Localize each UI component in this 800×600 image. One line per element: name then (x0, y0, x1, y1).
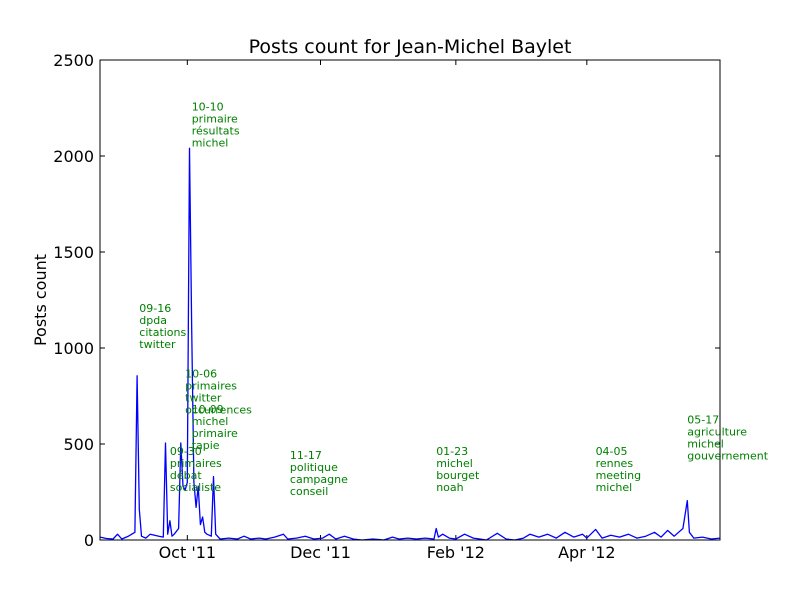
annotation-line: primaires (185, 379, 237, 392)
x-tick-label: Feb '12 (427, 543, 485, 562)
annotation-line: meeting (596, 469, 642, 482)
y-axis-label: Posts count (31, 254, 50, 346)
annotations: 09-16dpdacitationstwitter10-10primaireré… (139, 100, 768, 497)
x-tick-label: Oct '11 (159, 543, 217, 562)
annotation-line: 05-17 (687, 413, 719, 426)
y-tick-label: 0 (84, 531, 94, 550)
annotation-line: politique (290, 461, 338, 474)
y-tick-label: 2500 (53, 51, 94, 70)
annotation-line: débat (170, 469, 202, 482)
x-axis-ticks: Oct '11 Dec '11 Feb '12 Apr '12 (159, 60, 616, 562)
annotation-line: michel (436, 457, 473, 470)
y-axis-ticks: 0 500 1000 1500 2000 2500 (53, 51, 720, 550)
annotation-line: socialiste (170, 481, 221, 494)
annotation-line: noah (436, 481, 463, 494)
y-tick-label: 500 (63, 435, 94, 454)
annotation-line: twitter (139, 338, 176, 351)
annotation-line: michel (192, 136, 229, 149)
annotation-line: 04-05 (596, 445, 628, 458)
plot-frame (99, 59, 721, 541)
x-tick-label: Dec '11 (290, 543, 351, 562)
annotation-line: dpda (139, 314, 167, 327)
annotation-line: bourget (436, 469, 480, 482)
annotation-line: rennes (596, 457, 634, 470)
annotation-line: 10-06 (185, 367, 217, 380)
annotation-line: 09-16 (139, 302, 171, 315)
annotation-line: michel (687, 437, 724, 450)
plot-area (100, 60, 720, 540)
annotation-line: michel (192, 415, 229, 428)
annotation-line: michel (596, 481, 633, 494)
annotation-line: twitter (185, 391, 222, 404)
y-tick-label: 2000 (53, 147, 94, 166)
series-line (99, 147, 721, 541)
annotation-line: 01-23 (436, 445, 468, 458)
x-tick-label: Apr '12 (558, 543, 616, 562)
annotation-line: conseil (290, 485, 328, 498)
annotation-line: tapie (192, 439, 220, 452)
y-tick-label: 1000 (53, 339, 94, 358)
annotation-line: résultats (192, 124, 240, 137)
annotation-line: 09-30 (170, 445, 202, 458)
chart-title: Posts count for Jean-Michel Baylet (249, 36, 572, 58)
y-tick-label: 1500 (53, 243, 94, 262)
annotation-line: primaires (170, 457, 222, 470)
annotation-line: 10-10 (192, 100, 224, 113)
annotation-line: campagne (290, 473, 348, 486)
annotation-line: occurrences (185, 403, 252, 416)
annotation-line: 10-09 (192, 403, 224, 416)
annotation-line: gouvernement (687, 449, 768, 462)
annotation-line: primaire (192, 427, 238, 440)
annotation-line: citations (139, 326, 186, 339)
annotation-line: 11-17 (290, 449, 322, 462)
annotation-line: primaire (192, 112, 238, 125)
annotation-line: agriculture (687, 425, 747, 438)
